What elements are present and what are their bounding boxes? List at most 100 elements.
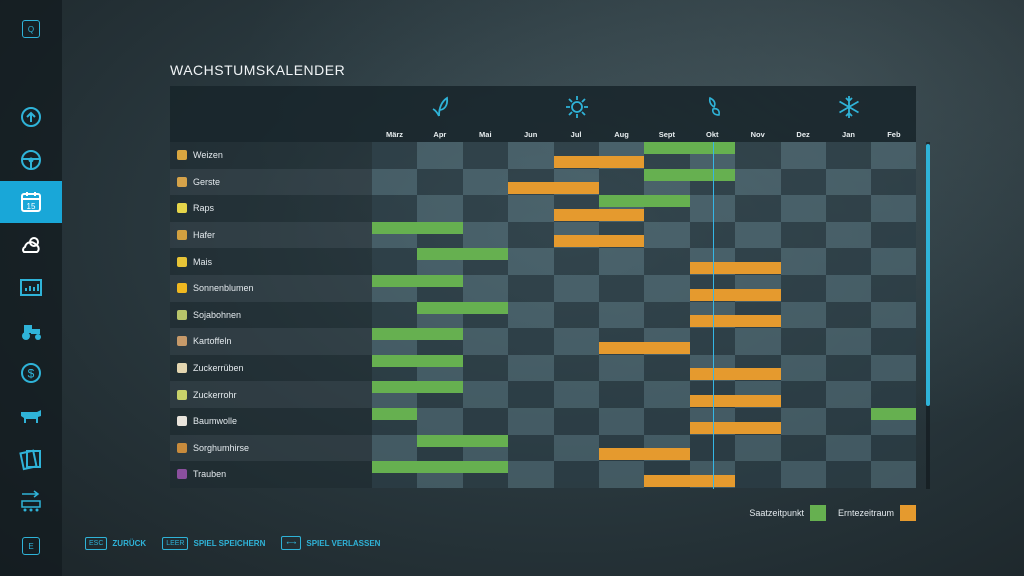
calendar-cell bbox=[553, 434, 599, 462]
harvest-bar bbox=[689, 261, 781, 274]
sowing-bar bbox=[417, 434, 509, 447]
cow-icon[interactable] bbox=[0, 395, 62, 437]
summer-icon bbox=[566, 96, 588, 118]
autumn-icon bbox=[708, 96, 720, 116]
calendar-cell bbox=[462, 168, 509, 196]
crop-row-label[interactable]: Trauben bbox=[170, 461, 372, 488]
calendar-cell bbox=[372, 248, 418, 275]
sowing-bar bbox=[372, 275, 463, 287]
calendar-cell bbox=[780, 354, 826, 382]
calendar-cell bbox=[644, 354, 690, 382]
calendar-cell bbox=[508, 195, 554, 222]
crop-name: Raps bbox=[193, 203, 215, 214]
crop-icon bbox=[177, 469, 187, 480]
calendar-cell bbox=[508, 301, 554, 329]
calendar-cell bbox=[644, 301, 690, 329]
calendar-cell bbox=[735, 328, 781, 355]
crop-name: Kartoffeln bbox=[193, 336, 232, 347]
calendar-cell bbox=[599, 381, 645, 408]
calendar-cell bbox=[508, 461, 554, 488]
calendar-cell bbox=[417, 168, 463, 196]
crop-row-label[interactable]: Sorghumhirse bbox=[170, 434, 372, 462]
current-date-line bbox=[712, 142, 714, 489]
crop-name: Sojabohnen bbox=[193, 309, 242, 320]
crop-row-label[interactable]: Sojabohnen bbox=[170, 301, 372, 329]
sidebar: Q 15 $ E bbox=[0, 0, 62, 576]
calendar-cell bbox=[462, 142, 509, 169]
page-title: WACHSTUMSKALENDER bbox=[170, 62, 346, 78]
calendar-cell bbox=[871, 221, 916, 249]
calendar-cell bbox=[372, 168, 418, 196]
next-page-key[interactable]: E bbox=[22, 537, 40, 555]
statistics-icon[interactable] bbox=[0, 267, 62, 309]
spring-icon bbox=[432, 96, 449, 117]
calendar-cell bbox=[417, 195, 463, 222]
sowing-bar bbox=[372, 381, 463, 394]
month-label: Jun bbox=[524, 130, 538, 139]
scrollbar-thumb[interactable] bbox=[926, 144, 930, 406]
crop-icon bbox=[177, 203, 187, 214]
sowing-bar bbox=[372, 408, 418, 420]
calendar-cell bbox=[644, 275, 690, 302]
calendar-cell bbox=[780, 301, 826, 329]
prev-page-key[interactable]: Q bbox=[22, 20, 40, 38]
calendar-cell bbox=[508, 381, 554, 408]
calendar-cell bbox=[553, 248, 599, 275]
crop-row-label[interactable]: Hafer bbox=[170, 221, 372, 249]
back-button[interactable]: ESC ZURÜCK bbox=[85, 536, 146, 550]
crop-icon bbox=[177, 336, 187, 347]
crop-name: Hafer bbox=[193, 230, 216, 241]
crop-icon bbox=[177, 309, 187, 320]
finance-icon[interactable]: $ bbox=[0, 352, 62, 394]
harvest-bar bbox=[553, 208, 645, 221]
svg-text:$: $ bbox=[28, 367, 35, 381]
legend-sowing-label: Saatzeitpunkt bbox=[749, 508, 804, 518]
tractor-icon[interactable] bbox=[0, 310, 62, 352]
calendar-cell bbox=[780, 328, 826, 355]
calendar-cell bbox=[372, 301, 418, 329]
calendar-cell bbox=[599, 275, 645, 302]
production-icon[interactable] bbox=[0, 480, 62, 522]
crop-row-label[interactable]: Weizen bbox=[170, 142, 372, 169]
crop-icon bbox=[177, 150, 187, 161]
crop-row-label[interactable]: Raps bbox=[170, 195, 372, 222]
crop-icon bbox=[177, 256, 187, 267]
calendar-cell bbox=[508, 221, 554, 249]
contracts-icon[interactable] bbox=[0, 438, 62, 480]
crop-icon bbox=[177, 176, 187, 187]
calendar-cell bbox=[599, 168, 645, 196]
harvest-bar bbox=[689, 421, 781, 434]
calendar-icon[interactable]: 15 bbox=[0, 181, 62, 223]
calendar-cell bbox=[826, 248, 872, 275]
crop-row-label[interactable]: Gerste bbox=[170, 168, 372, 196]
crop-row-label[interactable]: Sonnenblumen bbox=[170, 275, 372, 302]
crop-name: Mais bbox=[193, 256, 213, 267]
sowing-bar bbox=[372, 328, 463, 341]
crop-name: Sorghumhirse bbox=[193, 442, 250, 453]
crop-row-label[interactable]: Mais bbox=[170, 248, 372, 275]
month-label: Sept bbox=[658, 130, 676, 139]
steering-wheel-icon[interactable] bbox=[0, 139, 62, 181]
crop-icon bbox=[177, 389, 187, 400]
calendar-cell bbox=[462, 221, 509, 249]
calendar-cell bbox=[462, 381, 509, 408]
calendar-cell bbox=[417, 142, 463, 169]
calendar-cell bbox=[871, 248, 916, 275]
calendar-cell bbox=[689, 221, 736, 249]
crop-row-label[interactable]: Baumwolle bbox=[170, 408, 372, 435]
crop-name: Weizen bbox=[193, 150, 223, 161]
weather-icon[interactable] bbox=[0, 224, 62, 266]
save-game-button[interactable]: LEER SPIEL SPEICHERN bbox=[162, 536, 265, 550]
price-history-icon[interactable] bbox=[0, 96, 62, 138]
calendar-cell bbox=[780, 461, 826, 488]
calendar-cell bbox=[462, 195, 509, 222]
month-label: Jan bbox=[842, 130, 855, 139]
sowing-bar bbox=[644, 168, 736, 181]
quit-game-button[interactable]: ⟷ SPIEL VERLASSEN bbox=[281, 536, 380, 550]
harvest-bar bbox=[689, 315, 781, 328]
crop-row-label[interactable]: Kartoffeln bbox=[170, 328, 372, 355]
calendar-cell bbox=[871, 275, 916, 302]
calendar-cell bbox=[462, 354, 509, 382]
crop-row-label[interactable]: Zuckerrüben bbox=[170, 354, 372, 382]
crop-row-label[interactable]: Zuckerrohr bbox=[170, 381, 372, 408]
